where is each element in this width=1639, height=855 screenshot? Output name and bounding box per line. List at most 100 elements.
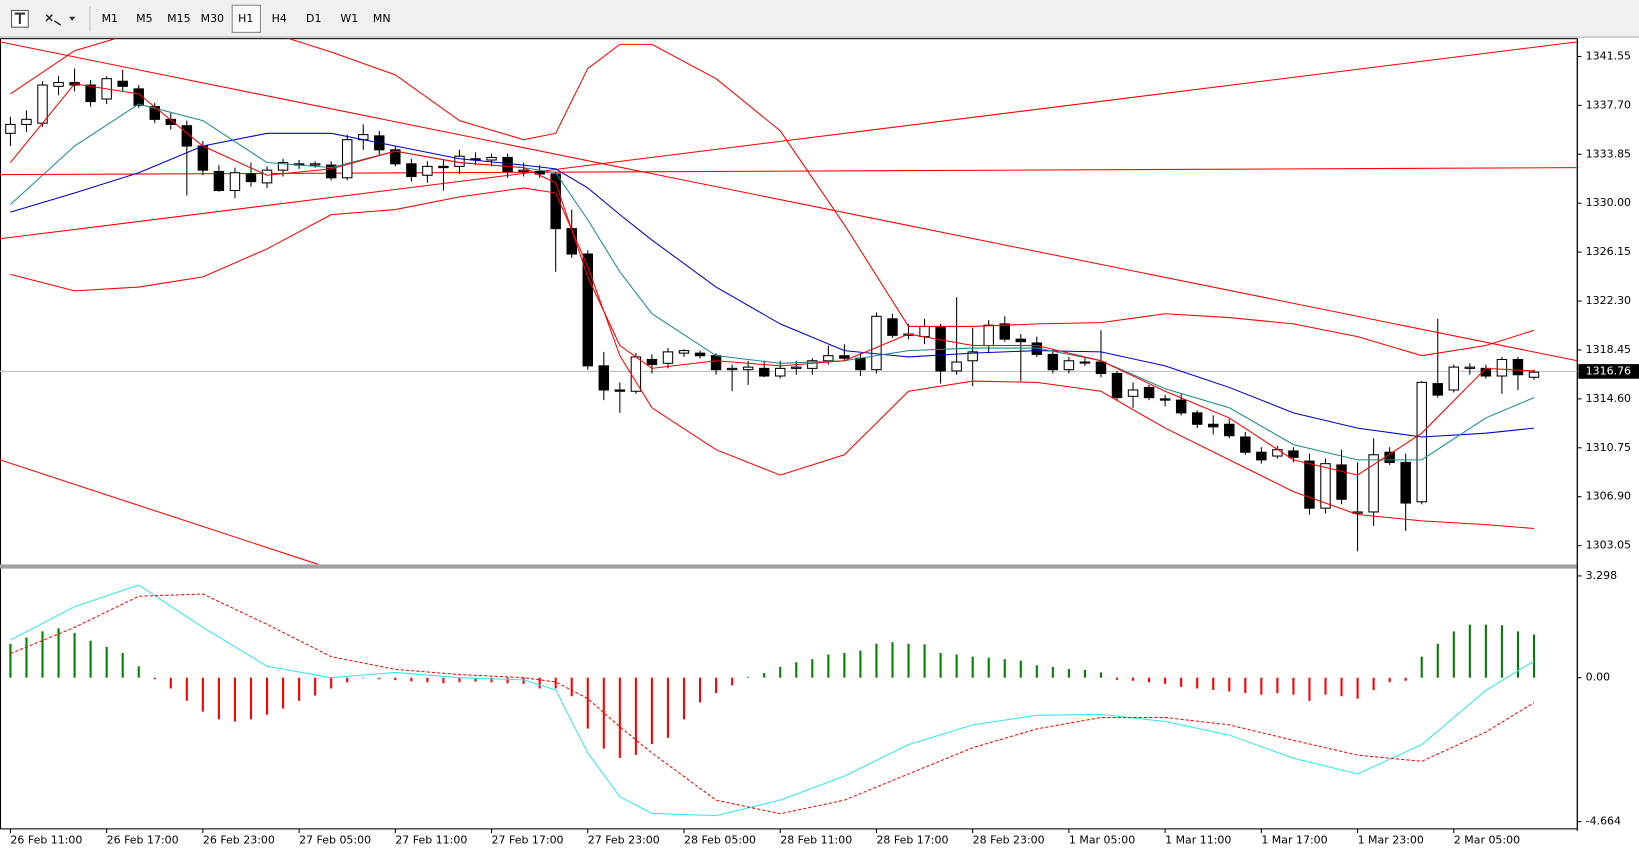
- candle-body: [21, 118, 32, 125]
- candle-body: [839, 355, 850, 359]
- candle-body: [1224, 423, 1235, 437]
- chart-window: [0, 37, 1639, 855]
- candle-body: [1336, 464, 1347, 500]
- text-tool-icon[interactable]: [10, 9, 29, 28]
- candle-body: [117, 80, 128, 87]
- candle-body: [662, 351, 674, 364]
- candle-body: [5, 123, 16, 134]
- y-tick-label: 1326.15: [1586, 245, 1631, 258]
- candle-body: [983, 324, 994, 347]
- candle-body: [1432, 383, 1443, 396]
- x-tick-label: 26 Feb 23:00: [203, 833, 275, 846]
- objects-menu-icon[interactable]: [45, 14, 76, 26]
- y-tick-label: 1333.85: [1586, 147, 1631, 160]
- timeframe-button[interactable]: MN: [373, 12, 391, 25]
- candle-body: [646, 358, 658, 366]
- candle-body: [37, 84, 48, 124]
- candle-body: [502, 156, 513, 172]
- timeframe-button[interactable]: W1: [340, 12, 358, 25]
- y-tick-label: 1303.05: [1586, 539, 1631, 552]
- candle-body: [245, 173, 257, 183]
- candle-body: [951, 361, 962, 372]
- indicator-line: [10, 38, 1535, 357]
- candle-body: [1464, 366, 1476, 369]
- candle-body: [1208, 423, 1219, 428]
- x-tick-label: 1 Mar 23:00: [1358, 833, 1424, 846]
- candle-body: [325, 164, 337, 179]
- x-tick-label: 27 Feb 17:00: [492, 833, 564, 846]
- trendline: [0, 459, 319, 565]
- candle-body: [855, 357, 866, 371]
- candle-body: [566, 228, 577, 255]
- y-tick-label: 1318.45: [1586, 343, 1631, 356]
- timeframe-button[interactable]: D1: [306, 12, 321, 25]
- candle-body: [1272, 449, 1283, 457]
- y-tick-label: -4.664: [1586, 815, 1621, 828]
- candle-body: [261, 169, 273, 184]
- candle-body: [598, 365, 610, 391]
- macd-line: [10, 584, 1535, 817]
- x-tick-label: 26 Feb 11:00: [10, 833, 82, 846]
- candle-body: [1512, 358, 1524, 376]
- candle-body: [213, 170, 225, 192]
- trendline: [0, 41, 1578, 362]
- timeframe-button[interactable]: M1: [102, 12, 118, 25]
- candle-body: [486, 156, 497, 161]
- x-tick-label: 27 Feb 05:00: [299, 833, 371, 846]
- candle-body: [1256, 451, 1267, 461]
- y-tick-label: 1322.30: [1586, 294, 1631, 307]
- timeframe-button[interactable]: M30: [201, 12, 224, 25]
- candle-body: [229, 172, 241, 192]
- candle-body: [871, 315, 882, 371]
- candle-body: [726, 367, 738, 371]
- candle-body: [742, 366, 754, 371]
- candle-body: [1496, 358, 1508, 377]
- y-tick-label: 1314.60: [1586, 392, 1631, 405]
- candle-body: [694, 352, 706, 357]
- y-tick-label: 3.298: [1586, 569, 1617, 582]
- timeframe-button[interactable]: M5: [136, 12, 152, 25]
- candle-body: [341, 139, 353, 179]
- candle-body: [774, 367, 786, 377]
- y-tick-label: 1330.00: [1586, 196, 1631, 209]
- candle-body: [1191, 412, 1203, 425]
- candle-body: [1304, 460, 1315, 509]
- candle-body: [1320, 463, 1331, 509]
- y-tick-label: 1337.70: [1586, 98, 1631, 111]
- panel-separator: [0, 564, 1578, 569]
- candle-body: [390, 149, 401, 165]
- candle-body: [1079, 361, 1091, 364]
- macd-line: [10, 593, 1535, 815]
- candle-body: [1095, 361, 1107, 374]
- toolbar: [0, 0, 1639, 38]
- candle-body: [967, 351, 978, 362]
- candle-body: [582, 253, 594, 367]
- candle-body: [406, 163, 417, 178]
- x-tick-label: 1 Mar 05:00: [1069, 833, 1135, 846]
- timeframe-button[interactable]: H1: [238, 12, 253, 25]
- current-price-box: [1578, 364, 1639, 379]
- candle-body: [614, 389, 626, 392]
- trendline: [0, 41, 1578, 240]
- current-price-label: 1316.76: [1586, 364, 1631, 377]
- indicator-line: [10, 132, 1535, 438]
- x-tick-label: 1 Mar 17:00: [1261, 833, 1327, 846]
- x-tick-label: 28 Feb 05:00: [684, 833, 756, 846]
- candle-body: [197, 145, 209, 171]
- active-timeframe-box: [231, 4, 261, 33]
- indicator-line: [10, 103, 1535, 461]
- candle-body: [1111, 372, 1123, 399]
- timeframe-button[interactable]: M15: [167, 12, 190, 25]
- x-tick-label: 1 Mar 11:00: [1165, 833, 1231, 846]
- candle-body: [807, 360, 818, 369]
- x-tick-label: 26 Feb 17:00: [107, 833, 179, 846]
- candle-body: [999, 323, 1010, 340]
- candle-body: [1015, 338, 1027, 343]
- y-tick-label: 1341.55: [1586, 49, 1631, 62]
- candle-body: [1240, 436, 1251, 453]
- candle-body: [710, 355, 722, 371]
- candle-body: [887, 318, 898, 336]
- candle-body: [823, 355, 834, 362]
- timeframe-button[interactable]: H4: [272, 12, 287, 25]
